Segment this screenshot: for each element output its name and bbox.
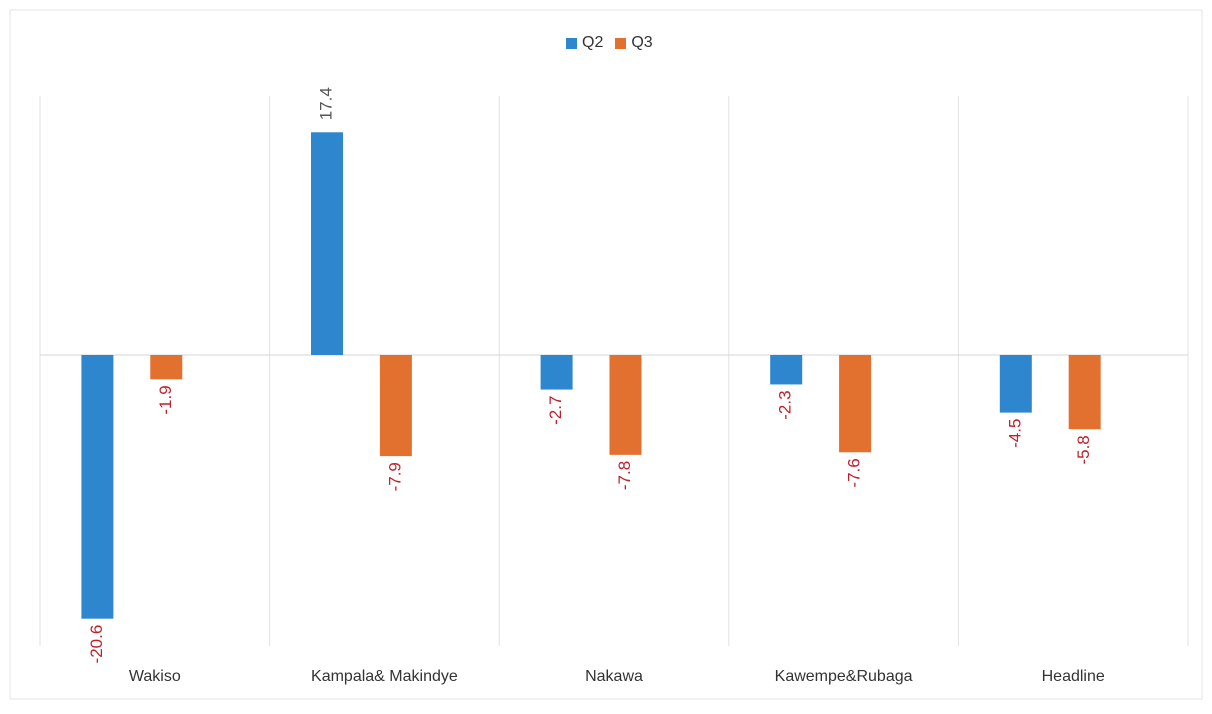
data-label-q3-1: -7.9 bbox=[385, 462, 404, 491]
category-label-1: Kampala& Makindye bbox=[311, 668, 458, 685]
category-label-3: Kawempe&Rubaga bbox=[775, 668, 913, 685]
legend-swatch-q2 bbox=[566, 37, 577, 49]
category-label-0: Wakiso bbox=[129, 668, 181, 685]
bar-q3-1 bbox=[379, 355, 412, 457]
category-label-2: Nakawa bbox=[585, 668, 643, 685]
data-label-q3-0: -1.9 bbox=[156, 385, 175, 414]
bar-q2-3 bbox=[770, 355, 803, 385]
bar-q2-4 bbox=[999, 355, 1032, 413]
bar-q3-4 bbox=[1068, 355, 1101, 430]
bar-q2-1 bbox=[311, 132, 343, 355]
legend: Q2 Q3 bbox=[566, 34, 653, 52]
data-label-q2-4: -4.5 bbox=[1005, 419, 1024, 448]
legend-swatch-q3 bbox=[615, 37, 627, 49]
bar-q3-0 bbox=[150, 355, 183, 380]
data-label-q2-3: -2.3 bbox=[776, 390, 795, 419]
bar-q3-2 bbox=[609, 355, 642, 455]
legend-label-q2: Q2 bbox=[582, 34, 604, 51]
category-label-4: Headline bbox=[1042, 668, 1105, 685]
data-label-q2-2: -2.7 bbox=[546, 396, 565, 425]
plot-border bbox=[9, 9, 1203, 700]
bar-q3-3 bbox=[839, 355, 872, 453]
data-label-q3-4: -5.8 bbox=[1074, 435, 1093, 464]
data-label-q2-1: 17.4 bbox=[316, 87, 335, 120]
data-label-q3-2: -7.8 bbox=[615, 461, 634, 490]
legend-item-q2: Q2 bbox=[566, 34, 603, 52]
data-label-q3-3: -7.6 bbox=[845, 458, 864, 487]
bar-q2-0 bbox=[81, 355, 114, 619]
data-label-q2-0: -20.6 bbox=[87, 625, 106, 664]
bar-q2-2 bbox=[540, 355, 573, 390]
legend-item-q3: Q3 bbox=[615, 34, 653, 52]
legend-label-q3: Q3 bbox=[631, 34, 653, 51]
